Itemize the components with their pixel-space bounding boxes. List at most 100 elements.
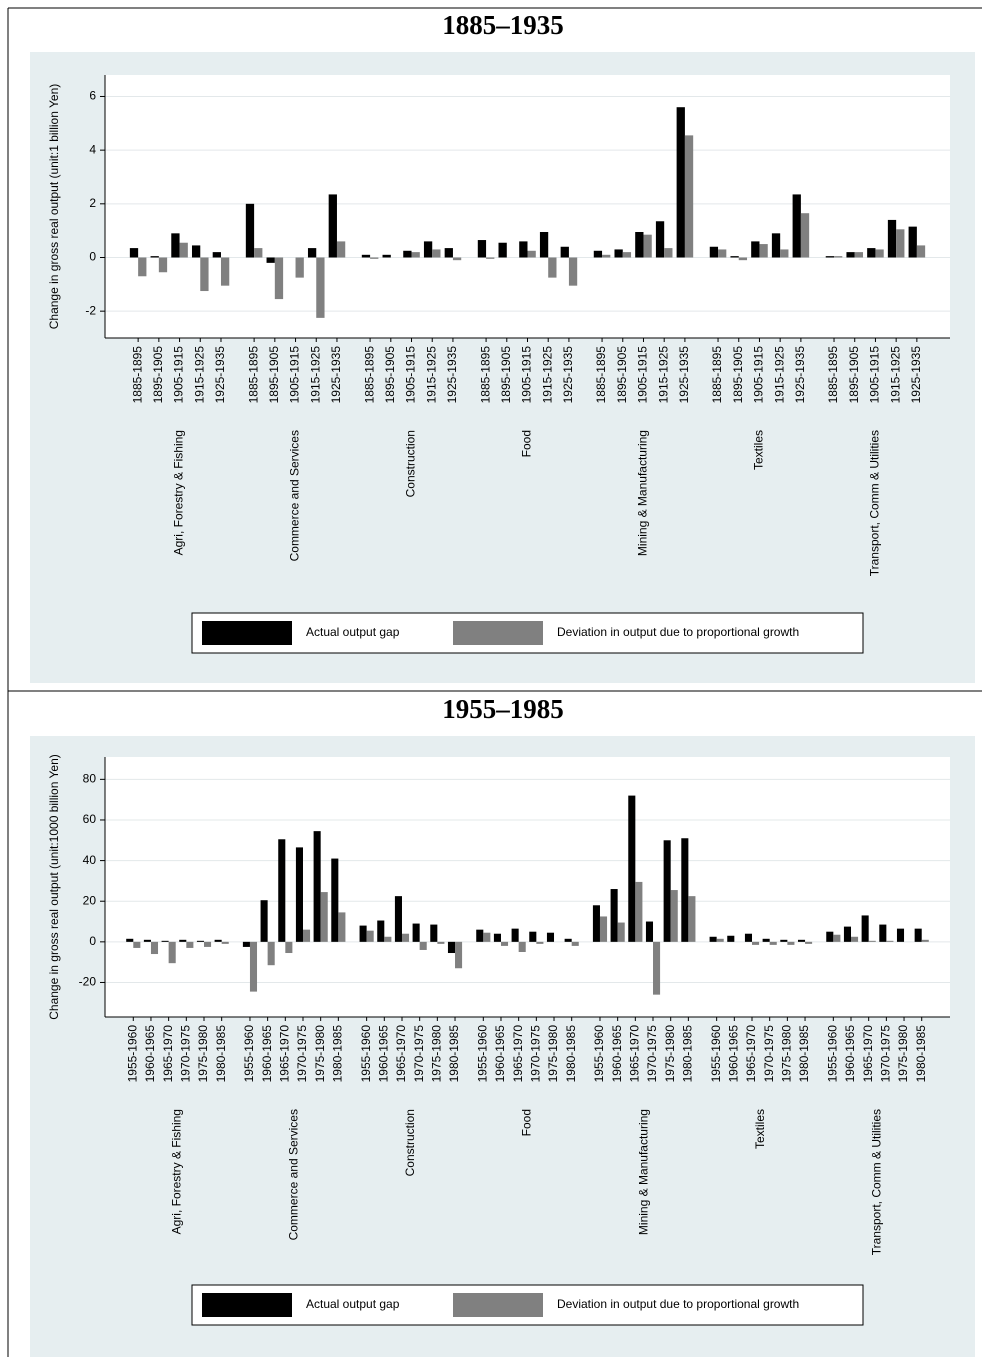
bar [846, 252, 855, 258]
x-tick-label: 1915-1925 [308, 346, 322, 404]
x-tick-label: 1975-1980 [663, 1025, 677, 1083]
y-tick-label: 4 [89, 142, 96, 156]
bar [370, 257, 379, 259]
x-tick-label: 1960-1965 [376, 1025, 390, 1083]
bar [338, 912, 346, 942]
x-tick-label: 1975-1980 [196, 1025, 210, 1083]
x-tick-label: 1885-1895 [826, 346, 840, 404]
x-tick-label: 1895-1905 [267, 346, 281, 404]
x-tick-label: 1965-1970 [161, 1025, 175, 1083]
bar [663, 840, 671, 942]
bar [635, 231, 644, 258]
bar [519, 241, 528, 258]
x-tick-label: 1895-1905 [151, 346, 165, 404]
bar [518, 941, 526, 952]
bar [168, 941, 176, 964]
bar [411, 252, 420, 258]
bar [751, 241, 760, 258]
bar [564, 938, 572, 942]
bar [643, 234, 652, 258]
bar [295, 847, 303, 942]
bar [670, 890, 678, 942]
bar [500, 941, 509, 946]
bar [214, 939, 222, 942]
y-tick-label: 80 [83, 772, 97, 786]
x-tick-label: 1970-1975 [762, 1025, 776, 1083]
x-tick-label: 1955-1960 [709, 1025, 723, 1083]
bar [129, 248, 139, 258]
x-tick-label: 1885-1895 [362, 346, 376, 404]
bar [653, 941, 661, 995]
group-label: Construction [404, 430, 418, 497]
bar [797, 939, 806, 942]
bar [430, 924, 438, 942]
bar [138, 257, 147, 277]
x-tick-label: 1965-1970 [861, 1025, 875, 1083]
bar [635, 881, 643, 942]
bar [331, 858, 339, 942]
group-label: Commerce and Services [288, 430, 302, 561]
bar [614, 249, 623, 258]
plot-area [105, 757, 950, 1017]
bar [536, 941, 544, 944]
bar [716, 938, 724, 942]
bar [752, 941, 760, 945]
bar [143, 939, 151, 942]
x-tick-label: 1955-1960 [125, 1025, 139, 1083]
bar [805, 941, 813, 944]
bar [511, 928, 519, 942]
bar [908, 226, 917, 258]
x-tick-label: 1965-1970 [394, 1025, 408, 1083]
bar [887, 219, 897, 258]
bar [267, 941, 275, 966]
x-tick-label: 1980-1985 [447, 1025, 461, 1083]
bar [150, 256, 159, 258]
x-tick-label: 1965-1970 [744, 1025, 758, 1083]
bar [861, 915, 869, 942]
bar [476, 929, 484, 942]
legend-label: Deviation in output due to proportional … [557, 625, 799, 639]
x-tick-label: 1925-1935 [445, 346, 459, 404]
group-label: Transport, Comm & Utilities [868, 430, 882, 576]
group-label: Transport, Comm & Utilities [870, 1109, 884, 1255]
bar [867, 248, 876, 258]
x-tick-label: 1955-1960 [475, 1025, 489, 1083]
group-label: Agri, Forestry & Fishing [170, 1109, 184, 1234]
legend-swatch [453, 1293, 543, 1317]
x-tick-label: 1960-1965 [610, 1025, 624, 1083]
bar [260, 900, 268, 942]
y-tick-label: 2 [89, 196, 96, 210]
x-tick-label: 1925-1935 [561, 346, 575, 404]
x-tick-label: 1885-1895 [710, 346, 724, 404]
group-label: Construction [403, 1109, 417, 1176]
bar [709, 246, 719, 258]
bar [455, 941, 463, 969]
x-tick-label: 1955-1960 [592, 1025, 606, 1083]
x-tick-label: 1895-1905 [731, 346, 745, 404]
y-axis-label: Change in gross real output (unit:1000 b… [47, 754, 61, 1020]
bar [186, 941, 194, 948]
group-label: Agri, Forestry & Fishing [172, 430, 186, 555]
bar [738, 257, 748, 261]
x-tick-label: 1955-1960 [825, 1025, 839, 1083]
bar [914, 928, 922, 942]
x-tick-label: 1915-1925 [192, 346, 206, 404]
x-tick-label: 1980-1985 [564, 1025, 578, 1083]
group-label: Food [520, 1109, 534, 1136]
bar [221, 941, 229, 944]
group-label: Mining & Manufacturing [636, 430, 650, 556]
group-label: Textiles [753, 1109, 767, 1149]
bar [916, 245, 926, 258]
x-tick-label: 1895-1905 [383, 346, 397, 404]
y-tick-label: 40 [83, 853, 97, 867]
bar [377, 920, 385, 942]
x-tick-label: 1960-1965 [727, 1025, 741, 1083]
bar [718, 249, 727, 258]
bar [800, 213, 810, 258]
x-tick-label: 1915-1925 [656, 346, 670, 404]
bar [179, 939, 187, 942]
bar [664, 248, 673, 258]
bar [328, 194, 337, 258]
bar [628, 795, 636, 942]
